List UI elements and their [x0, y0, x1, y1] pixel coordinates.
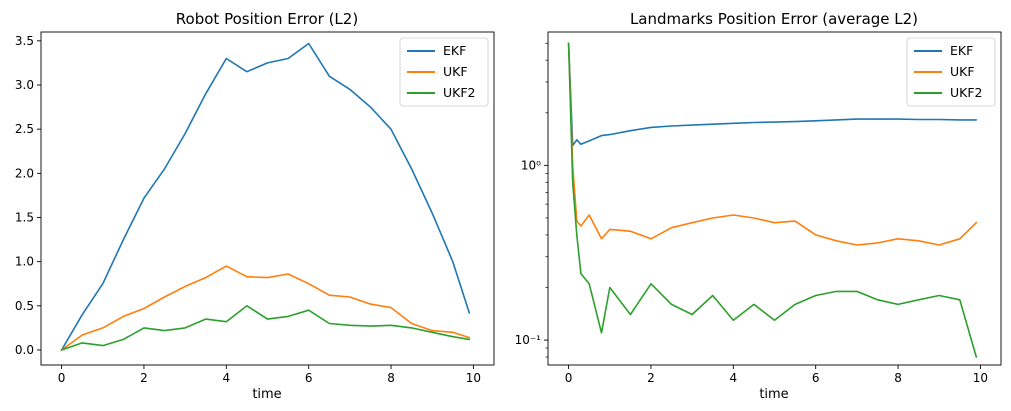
legend-label: UKF2	[443, 85, 476, 100]
x-tick-label: 4	[222, 371, 230, 385]
y-tick-label: 1.5	[15, 210, 34, 224]
y-tick-label: 2.5	[15, 122, 34, 136]
x-tick-label: 8	[387, 371, 395, 385]
series-line-ukf2	[60, 304, 471, 351]
y-tick-label: 3.0	[15, 78, 34, 92]
legend-box	[399, 37, 489, 107]
x-tick-label: 4	[729, 371, 737, 385]
chart-title: Landmarks Position Error (average L2)	[630, 10, 918, 28]
x-tick-label: 2	[140, 371, 148, 385]
legend: EKF UKF UKF2	[399, 37, 489, 107]
series-line-ukf	[567, 42, 978, 246]
legend-label: EKF	[443, 43, 466, 58]
series-line-ekf	[567, 42, 978, 147]
y-tick-label: 2.0	[15, 166, 34, 180]
x-axis-label: time	[252, 387, 281, 402]
y-tick-label: 0.5	[15, 299, 34, 313]
x-tick-label: 2	[647, 371, 655, 385]
y-tick-label: 10⁰	[521, 158, 541, 172]
x-tick-label: 8	[894, 371, 902, 385]
y-tick-label: 0.0	[15, 343, 34, 357]
y-ticks: 0.0 0.5 1.0 1.5 2.0 2.5 3.0 3.5	[15, 34, 41, 357]
series-line-ukf	[60, 265, 471, 351]
x-tick-label: 6	[305, 371, 313, 385]
legend: EKF UKF UKF2	[906, 37, 996, 107]
legend-label: UKF2	[950, 85, 983, 100]
x-ticks: 0 2 4 6 8 10	[565, 365, 988, 385]
x-tick-label: 10	[973, 371, 988, 385]
x-axis-label: time	[759, 387, 788, 402]
legend-label: UKF	[443, 64, 468, 79]
y-tick-label: 1.0	[15, 255, 34, 269]
x-tick-label: 10	[466, 371, 481, 385]
legend-label: UKF	[950, 64, 975, 79]
chart-landmarks-position-error: Landmarks Position Error (average L2) 0 2…	[515, 10, 1002, 402]
legend-label: EKF	[950, 43, 973, 58]
chart-robot-position-error: Robot Position Error (L2) 0 2 4 6 8 10 0.0 0.5…	[15, 10, 495, 402]
x-tick-label: 0	[565, 371, 573, 385]
y-tick-label: 10⁻¹	[515, 333, 542, 347]
axes-frame	[547, 31, 1002, 366]
legend-box	[906, 37, 996, 107]
series-line-ukf2	[567, 42, 978, 358]
y-ticks: 10⁻¹ 10⁰	[515, 42, 548, 358]
y-tick-label: 3.5	[15, 34, 34, 48]
series-line-ekf	[60, 42, 471, 351]
series-layer	[567, 42, 978, 358]
x-tick-label: 6	[812, 371, 820, 385]
series-layer	[60, 42, 471, 351]
axes-frame	[40, 31, 495, 366]
x-ticks: 0 2 4 6 8 10	[58, 365, 481, 385]
chart-title: Robot Position Error (L2)	[176, 10, 358, 28]
x-tick-label: 0	[58, 371, 66, 385]
